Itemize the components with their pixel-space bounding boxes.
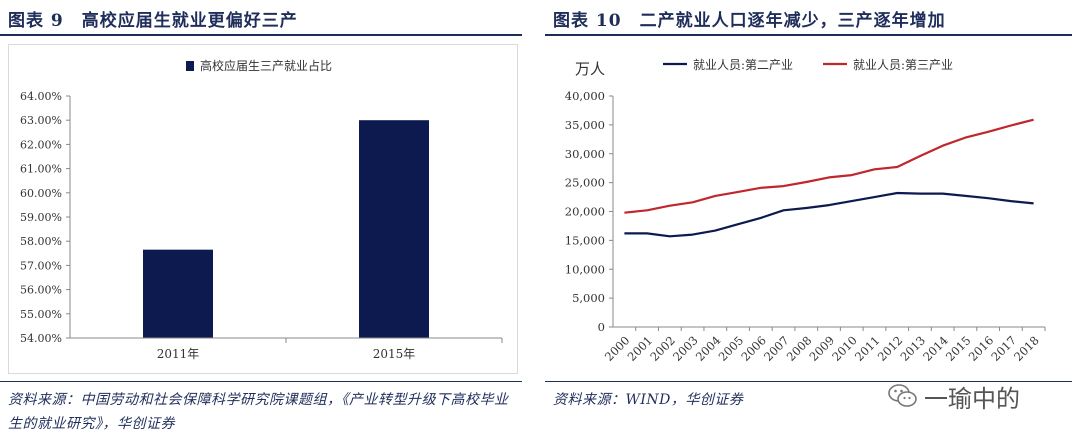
line-x-tick-label: 2005 xyxy=(716,333,747,364)
line-x-tick-label: 2009 xyxy=(807,333,838,364)
bar xyxy=(359,120,429,338)
line-chart-svg: 万人 就业人员:第二产业 就业人员:第三产业 0 5,000 10,000 15,000… xyxy=(565,58,1046,364)
bar-y-tick-label: 63.00% xyxy=(20,114,62,127)
line-marks xyxy=(624,118,1034,238)
bar-legend-label: 高校应届生三产就业占比 xyxy=(200,58,332,73)
bar-y-tick-label: 58.00% xyxy=(20,235,62,248)
bar-y-axis: 54.00% 55.00% 56.00% 57.00% 58.00% 59.00% 60.0… xyxy=(20,90,71,345)
line-legend: 就业人员:第二产业 就业人员:第三产业 xyxy=(663,58,953,72)
bar-y-tick-label: 57.00% xyxy=(20,259,62,272)
bar-x-axis: 2011年 2015年 xyxy=(70,337,503,361)
left-figure-title: 图表 9 高校应届生就业更偏好三产 xyxy=(8,6,298,31)
bar-x-tick-label: 2011年 xyxy=(157,347,200,361)
line-x-tick-label: 2007 xyxy=(761,333,792,364)
line-x-tick-label: 2008 xyxy=(784,333,815,364)
wechat-icon xyxy=(888,384,917,407)
line-x-tick-label: 2006 xyxy=(738,333,769,364)
bar-chart: 高校应届生三产就业占比 54.00% 55.00% 56.00% 57.00% 58.0… xyxy=(8,44,518,378)
line-y-tick-label: 5,000 xyxy=(572,291,605,305)
watermark: 一瑜中的 xyxy=(888,378,1068,414)
line-x-axis: 2000200120022003200420052006200720082009… xyxy=(602,326,1046,364)
line-legend-label: 就业人员:第三产业 xyxy=(853,58,953,72)
right-title-rule xyxy=(545,34,1072,36)
line-y-tick-label: 0 xyxy=(598,320,605,334)
right-panel: 图表 10 二产就业人口逐年减少，三产逐年增加 万人 就业人员:第二产业 就业人员:… xyxy=(545,0,1080,445)
line-x-tick-label: 2018 xyxy=(1011,333,1042,364)
left-source: 资料来源：中国劳动和社会保障科学研究院课题组，《产业转型升级下高校毕业生的就业研… xyxy=(8,392,509,432)
bar-legend-swatch xyxy=(186,61,194,71)
bar-y-tick-label: 60.00% xyxy=(20,187,62,200)
bar-y-tick-label: 61.00% xyxy=(20,163,62,176)
line-x-tick-label: 2002 xyxy=(647,333,678,364)
line-x-tick-label: 2003 xyxy=(670,333,701,364)
left-figure-caption: 高校应届生就业更偏好三产 xyxy=(81,11,298,31)
line-y-tick-label: 20,000 xyxy=(565,205,605,219)
line-y-tick-label: 40,000 xyxy=(565,89,605,103)
series-line xyxy=(624,118,1034,214)
line-x-tick-label: 2010 xyxy=(829,333,860,364)
line-x-tick-label: 2001 xyxy=(625,333,656,364)
left-figure-number: 图表 9 xyxy=(8,11,64,31)
right-source: 资料来源：WIND，华创证券 xyxy=(553,392,744,408)
line-x-tick-label: 2013 xyxy=(897,333,928,364)
line-chart: 万人 就业人员:第二产业 就业人员:第三产业 0 5,000 10,000 15,000… xyxy=(553,44,1068,378)
line-y-tick-label: 15,000 xyxy=(565,233,605,247)
bar-chart-svg: 高校应届生三产就业占比 54.00% 55.00% 56.00% 57.00% 58.0… xyxy=(8,44,518,374)
bar-chart-frame xyxy=(8,44,518,374)
right-figure-title: 图表 10 二产就业人口逐年减少，三产逐年增加 xyxy=(553,6,946,31)
bar-y-tick-label: 64.00% xyxy=(20,90,62,103)
bar xyxy=(143,249,213,338)
bar-y-tick-label: 54.00% xyxy=(20,332,62,345)
line-x-tick-label: 2014 xyxy=(920,333,951,364)
bar-y-tick-label: 56.00% xyxy=(20,284,62,297)
line-y-tick-label: 25,000 xyxy=(565,176,605,190)
bar-x-tick-label: 2015年 xyxy=(373,347,416,361)
line-x-tick-label: 2017 xyxy=(988,333,1019,364)
right-figure-number: 图表 10 xyxy=(553,11,622,31)
bar-legend: 高校应届生三产就业占比 xyxy=(186,58,332,73)
line-y-axis: 0 5,000 10,000 15,000 20,000 25,000 30,000 35,0… xyxy=(565,89,614,334)
bar-y-tick-label: 59.00% xyxy=(20,211,62,224)
right-source-rule xyxy=(545,381,1072,382)
right-figure-caption: 二产就业人口逐年减少，三产逐年增加 xyxy=(639,11,946,31)
line-y-tick-label: 35,000 xyxy=(565,118,605,132)
line-x-tick-label: 2015 xyxy=(943,333,974,364)
bar-y-tick-label: 62.00% xyxy=(20,138,62,151)
line-x-tick-label: 2011 xyxy=(852,333,883,364)
line-x-tick-label: 2016 xyxy=(966,333,997,364)
watermark-text: 一瑜中的 xyxy=(924,384,1020,413)
bar-marks xyxy=(143,120,429,338)
left-title-rule xyxy=(0,34,522,36)
bar-y-tick-label: 55.00% xyxy=(20,308,62,321)
line-y-unit: 万人 xyxy=(575,60,605,78)
line-x-tick-label: 2004 xyxy=(693,333,724,364)
line-y-tick-label: 30,000 xyxy=(565,147,605,161)
line-x-tick-label: 2012 xyxy=(875,333,906,364)
line-legend-label: 就业人员:第二产业 xyxy=(693,58,793,72)
series-line xyxy=(624,191,1034,238)
line-y-tick-label: 10,000 xyxy=(565,262,605,276)
left-source-rule xyxy=(0,381,522,382)
line-x-tick-label: 2000 xyxy=(602,333,633,364)
left-panel: 图表 9 高校应届生就业更偏好三产 高校应届生三产就业占比 54.00% 55.00… xyxy=(0,0,530,445)
